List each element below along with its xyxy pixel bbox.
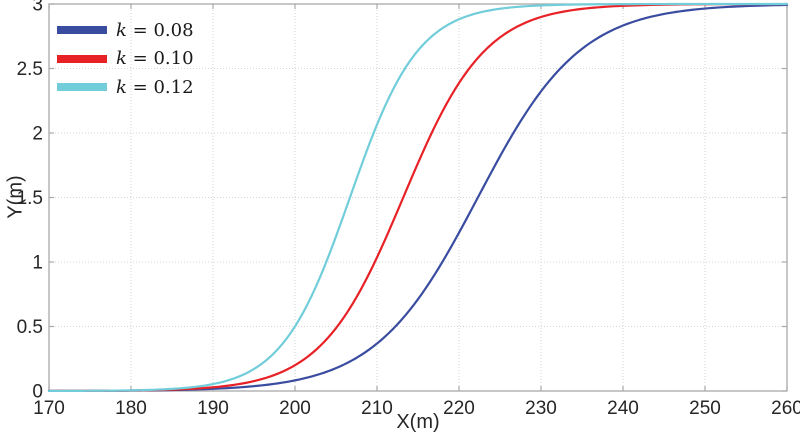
x-tick-label-250: 250 <box>689 398 721 419</box>
legend: k = 0.08 k = 0.10 k = 0.12 <box>57 16 194 102</box>
y-tick-label-1.5: 1.5 <box>17 188 43 209</box>
y-tick-label-1: 1 <box>32 253 43 274</box>
legend-label-value: = 0.10 <box>126 48 194 70</box>
legend-label: k = 0.08 <box>116 20 194 41</box>
legend-swatch-blue <box>57 26 107 35</box>
legend-item-k-0.08: k = 0.08 <box>57 16 194 45</box>
legend-item-k-0.10: k = 0.10 <box>57 45 194 74</box>
legend-label-variable: k <box>116 48 127 70</box>
y-tick-label-2: 2 <box>32 124 43 145</box>
legend-item-k-0.12: k = 0.12 <box>57 73 194 102</box>
y-axis-label: Y(m) <box>4 175 27 219</box>
legend-label: k = 0.10 <box>116 48 194 69</box>
x-tick-label-210: 210 <box>361 398 393 419</box>
x-tick-label-240: 240 <box>607 398 639 419</box>
y-tick-label-3: 3 <box>32 0 43 16</box>
legend-label-variable: k <box>116 19 127 41</box>
y-tick-label-0.5: 0.5 <box>17 317 43 338</box>
legend-swatch-red <box>57 54 107 63</box>
curve-k=0.12 <box>47 2 789 393</box>
x-axis-label: X(m) <box>396 411 440 433</box>
legend-swatch-cyan <box>57 83 107 92</box>
x-tick-label-200: 200 <box>279 398 311 419</box>
legend-label-value: = 0.08 <box>126 19 194 41</box>
x-tick-label-170: 170 <box>33 398 65 419</box>
legend-label-value: = 0.12 <box>126 76 194 98</box>
x-tick-label-220: 220 <box>443 398 475 419</box>
y-tick-label-0: 0 <box>32 382 43 403</box>
x-tick-label-190: 190 <box>197 398 229 419</box>
legend-label: k = 0.12 <box>116 77 194 98</box>
y-tick-label-2.5: 2.5 <box>17 59 43 80</box>
x-tick-label-230: 230 <box>525 398 557 419</box>
x-tick-label-260: 260 <box>771 398 800 419</box>
legend-label-variable: k <box>116 76 127 98</box>
x-tick-label-180: 180 <box>115 398 147 419</box>
